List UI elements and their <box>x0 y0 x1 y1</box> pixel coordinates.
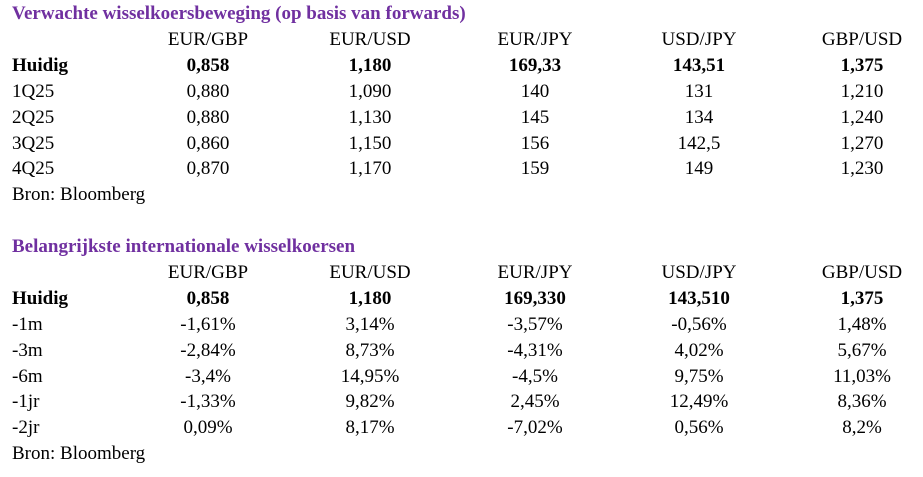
row-label: Huidig <box>12 287 68 309</box>
cell: 11,03% <box>833 365 891 387</box>
row-label: -6m <box>12 365 43 387</box>
cell: 2,45% <box>510 391 560 413</box>
cell: -3,4% <box>185 365 231 387</box>
cell: 1,090 <box>348 80 392 102</box>
cell: 1,180 <box>348 287 392 309</box>
cell: 3,14% <box>345 313 395 335</box>
column-header: EUR/JPY <box>497 28 573 50</box>
cell: 142,5 <box>677 132 721 154</box>
cell: 134 <box>684 106 714 128</box>
column-header: EUR/GBP <box>167 28 249 50</box>
cell: -3,57% <box>507 313 563 335</box>
cell: 0,858 <box>186 54 230 76</box>
cell: -4,31% <box>507 339 563 361</box>
cell: 1,375 <box>840 287 884 309</box>
row-label: Huidig <box>12 54 68 76</box>
cell: 1,130 <box>348 106 392 128</box>
cell: 5,67% <box>837 339 887 361</box>
row-label: -3m <box>12 339 43 361</box>
row-label: -2jr <box>12 417 40 439</box>
cell: 1,240 <box>840 106 884 128</box>
cell: 169,330 <box>504 287 566 309</box>
row-label: -1jr <box>12 391 40 413</box>
column-header: EUR/USD <box>329 261 411 283</box>
cell: 156 <box>520 132 550 154</box>
column-header: EUR/GBP <box>167 261 249 283</box>
cell: 143,51 <box>672 54 726 76</box>
cell: 8,17% <box>345 417 395 439</box>
cell: -4,5% <box>512 365 558 387</box>
source: Bron: Bloomberg <box>12 184 146 206</box>
cell: 1,48% <box>837 313 887 335</box>
cell: -1,33% <box>180 391 236 413</box>
cell: 1,210 <box>840 80 884 102</box>
cell: 0,858 <box>186 287 230 309</box>
column-header: EUR/USD <box>329 28 411 50</box>
cell: -2,84% <box>180 339 236 361</box>
cell: 1,270 <box>840 132 884 154</box>
cell: -1,61% <box>180 313 236 335</box>
column-header: USD/JPY <box>661 261 737 283</box>
cell: 169,33 <box>508 54 562 76</box>
cell: 140 <box>520 80 550 102</box>
cell: 14,95% <box>340 365 400 387</box>
column-header: USD/JPY <box>661 28 737 50</box>
column-header: GBP/USD <box>821 261 903 283</box>
cell: 0,860 <box>186 132 230 154</box>
cell: 4,02% <box>674 339 724 361</box>
cell: 143,510 <box>668 287 730 309</box>
cell: 0,09% <box>183 417 233 439</box>
cell: 0,56% <box>674 417 724 439</box>
cell: 145 <box>520 106 550 128</box>
cell: 8,73% <box>345 339 395 361</box>
column-header: GBP/USD <box>821 28 903 50</box>
cell: 149 <box>684 158 714 180</box>
cell: 8,2% <box>842 417 882 439</box>
cell: 1,375 <box>840 54 884 76</box>
cell: 1,180 <box>348 54 392 76</box>
row-label: 2Q25 <box>12 106 55 128</box>
cell: 1,150 <box>348 132 392 154</box>
row-label: 3Q25 <box>12 132 55 154</box>
row-label: 4Q25 <box>12 158 55 180</box>
cell: 0,880 <box>186 106 230 128</box>
cell: 131 <box>684 80 714 102</box>
cell: 9,75% <box>674 365 724 387</box>
cell: 1,170 <box>348 158 392 180</box>
column-header: EUR/JPY <box>497 261 573 283</box>
table-title: Verwachte wisselkoersbeweging (op basis … <box>12 3 466 24</box>
cell: 12,49% <box>669 391 729 413</box>
source: Bron: Bloomberg <box>12 443 146 465</box>
cell: 159 <box>520 158 550 180</box>
cell: -0,56% <box>671 313 727 335</box>
cell: 8,36% <box>837 391 887 413</box>
row-label: 1Q25 <box>12 80 55 102</box>
table-title: Belangrijkste internationale wisselkoers… <box>12 236 356 257</box>
cell: 0,870 <box>186 158 230 180</box>
row-label: -1m <box>12 313 43 335</box>
cell: -7,02% <box>507 417 563 439</box>
cell: 0,880 <box>186 80 230 102</box>
cell: 1,230 <box>840 158 884 180</box>
cell: 9,82% <box>345 391 395 413</box>
